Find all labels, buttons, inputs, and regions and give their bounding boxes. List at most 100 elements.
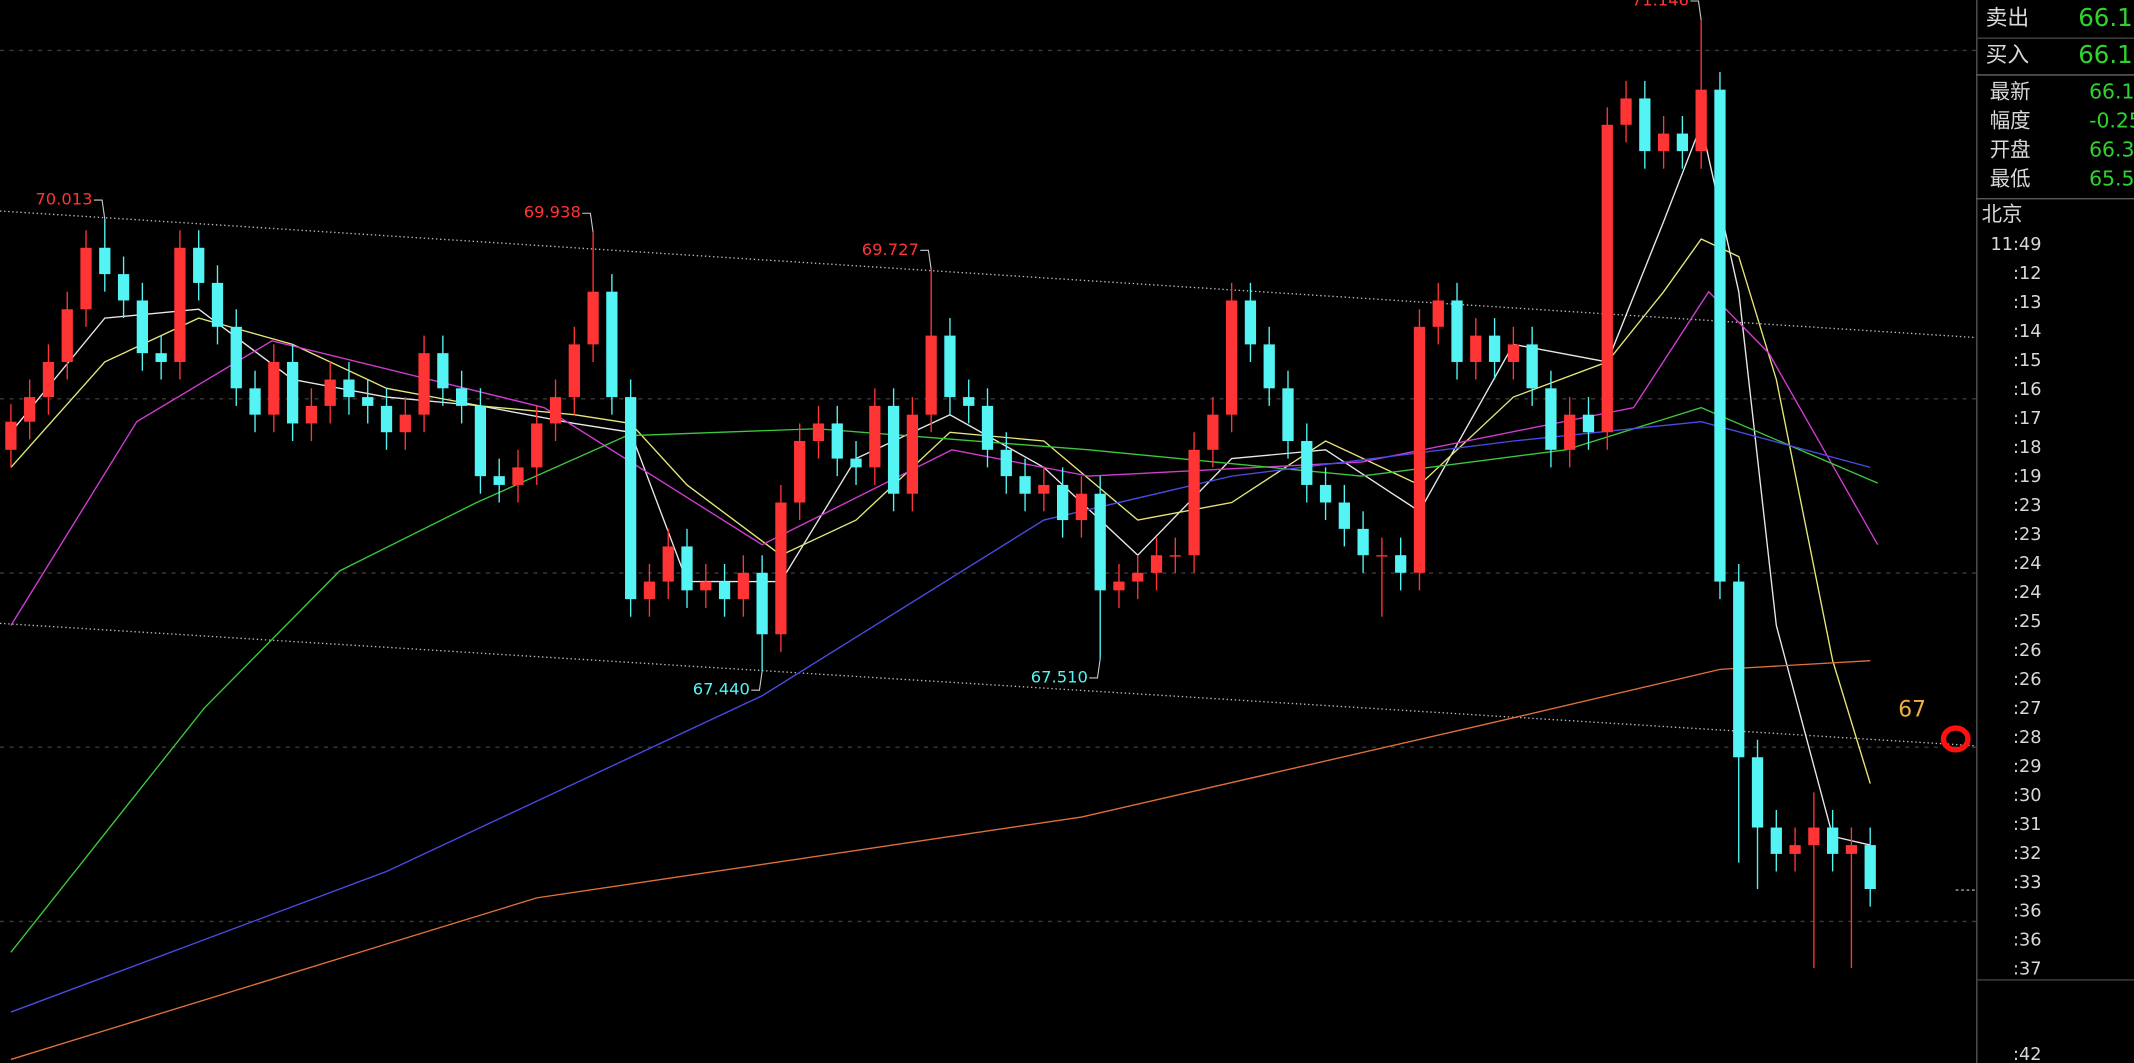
time-label: :26 (2013, 670, 2041, 690)
candle-body (981, 405, 994, 450)
candle-body (1319, 484, 1332, 503)
candle-body (681, 546, 693, 591)
candle-body (700, 581, 712, 591)
time-label: :23 (2013, 525, 2041, 545)
candle-body (399, 414, 411, 433)
candle-body (1132, 572, 1144, 582)
candle-body (1470, 335, 1482, 362)
candle-body (1845, 845, 1858, 854)
candle-body (24, 397, 36, 422)
moving-average-line (10, 659, 1871, 1061)
candle-body (869, 405, 881, 468)
annotation-arrow (1690, 0, 1702, 21)
quote-value: 65.5 (2089, 167, 2134, 191)
side-panel: 卖出 66.19 买入 66.16 最新 66.1 幅度 -0.25 开盘 66.3 最低 65.5 北… (1976, 0, 2134, 1063)
time-label: :17 (2013, 409, 2041, 429)
annotation-arrow (751, 671, 763, 691)
candle-body (1263, 344, 1275, 389)
channel-lines (0, 210, 1977, 747)
candle-body (643, 581, 656, 600)
candle-body (99, 247, 111, 275)
candle-body (512, 467, 524, 485)
time-label: :37 (2013, 960, 2041, 980)
candle-body (5, 421, 17, 450)
candle-body (136, 300, 148, 354)
time-label: :18 (2013, 438, 2041, 458)
candle-body (606, 291, 618, 398)
time-label: :16 (2013, 380, 2041, 400)
candle-body (1000, 449, 1012, 477)
candle-body (756, 572, 768, 635)
trend-line (0, 622, 1977, 747)
annotation-arrow (93, 199, 106, 220)
time-label: :31 (2013, 815, 2041, 835)
candle-body (1676, 133, 1689, 152)
candle-body (1827, 827, 1839, 854)
candle-body (1770, 827, 1782, 854)
candle-body (211, 282, 224, 327)
time-label: :24 (2013, 554, 2041, 574)
candle-body (1639, 98, 1651, 152)
candle-body (831, 423, 843, 459)
candle-body (1789, 845, 1801, 854)
candle-body (1808, 827, 1820, 846)
time-label: :27 (2013, 699, 2041, 719)
time-header: 北京 (1982, 202, 2023, 226)
candle-body (568, 344, 580, 398)
time-label: :14 (2013, 322, 2041, 342)
time-label: :33 (2013, 873, 2041, 893)
time-label: :29 (2013, 757, 2041, 777)
quote-label: 最低 (1990, 167, 2031, 191)
time-label: :42 (2013, 1045, 2041, 1063)
annotation-arrow (1089, 658, 1101, 679)
candle-body (1094, 493, 1106, 591)
candle-body (1169, 555, 1181, 557)
candle-body (718, 581, 731, 600)
panel-background (1976, 0, 2134, 1063)
candle-body (456, 388, 468, 406)
candle-body (268, 361, 280, 415)
candle-body (249, 388, 261, 415)
candle-body (1226, 300, 1238, 415)
candle-body (1507, 344, 1520, 362)
candle-body (1714, 89, 1726, 582)
time-label: :25 (2013, 612, 2041, 632)
candle-body (343, 379, 355, 398)
candle-body (944, 335, 956, 398)
candle-body (1301, 441, 1313, 485)
time-label: :23 (2013, 496, 2041, 516)
time-label: :13 (2013, 293, 2041, 313)
candle-body (625, 397, 637, 600)
candle-body (1019, 476, 1031, 494)
annotation-label: 71.146 (1632, 0, 1689, 10)
trend-line (0, 210, 1977, 339)
time-label: :19 (2013, 467, 2041, 487)
candle-body (42, 361, 55, 398)
candle-body (1733, 581, 1745, 758)
candle-body (737, 572, 749, 600)
candle-body (1150, 555, 1163, 573)
quote-value: 66.3 (2089, 138, 2134, 162)
candle-body (1864, 845, 1876, 890)
quote-value: 66.1 (2089, 80, 2134, 104)
candle-body (80, 247, 92, 310)
time-label: :24 (2013, 583, 2041, 603)
candle-body (1207, 414, 1219, 450)
time-label: :15 (2013, 351, 2041, 371)
candle-body (380, 405, 393, 433)
candle-body (812, 423, 825, 442)
candle-body (850, 458, 862, 468)
candle-body (1376, 555, 1388, 557)
candle-body (1564, 414, 1576, 450)
level-label: 67 (1898, 697, 1926, 722)
candle-body (549, 397, 562, 424)
candle-body (174, 247, 186, 362)
quote-value: -0.25 (2089, 109, 2134, 133)
level-marker (1940, 725, 1971, 753)
annotation-arrow (582, 212, 594, 233)
time-label: 11:49 (1990, 235, 2041, 255)
time-label: :36 (2013, 931, 2041, 951)
candle-body (230, 326, 242, 389)
